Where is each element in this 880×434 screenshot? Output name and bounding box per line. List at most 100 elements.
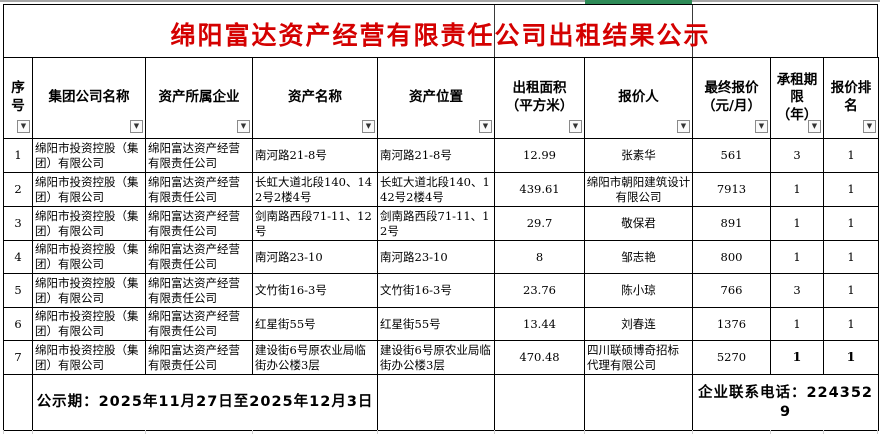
cell-group[interactable]: 绵阳市投资控股（集团）有限公司 bbox=[32, 138, 146, 173]
filter-dropdown-button[interactable]: ▼ bbox=[479, 120, 492, 133]
cell-location[interactable]: 红星街55号 bbox=[377, 307, 495, 341]
cell-owner[interactable]: 绵阳富达资产经营有限责任公司 bbox=[145, 240, 253, 274]
cell-term[interactable]: 1 bbox=[770, 307, 824, 341]
column-header-group[interactable]: 集团公司名称 ▼ bbox=[32, 57, 146, 139]
filter-dropdown-button[interactable]: ▼ bbox=[237, 120, 250, 133]
cell-rank[interactable]: 1 bbox=[823, 138, 879, 173]
cell-price[interactable]: 7913 bbox=[692, 172, 771, 207]
cell-group[interactable]: 绵阳市投资控股（集团）有限公司 bbox=[32, 340, 146, 375]
cell-rank[interactable]: 1 bbox=[823, 240, 879, 274]
cell-asset[interactable]: 长虹大道北段140、142号2楼4号 bbox=[252, 172, 378, 207]
cell-owner[interactable]: 绵阳富达资产经营有限责任公司 bbox=[145, 206, 253, 241]
title-cell[interactable]: 绵阳富达资产经营有限责任公司出租结果公示 bbox=[3, 4, 878, 57]
cell-rank[interactable]: 1 bbox=[823, 206, 879, 241]
filter-dropdown-button[interactable]: ▼ bbox=[863, 120, 876, 133]
cell-no[interactable]: 5 bbox=[3, 273, 33, 308]
cell-area[interactable]: 23.76 bbox=[494, 273, 585, 308]
cell-term[interactable]: 1 bbox=[770, 240, 824, 274]
cell-area[interactable]: 12.99 bbox=[494, 138, 585, 173]
cell-term[interactable]: 1 bbox=[770, 340, 824, 375]
column-header-index[interactable]: 序 号 ▼ bbox=[3, 57, 33, 139]
column-header-rank[interactable]: 报价排 名 ▼ bbox=[823, 57, 879, 139]
cell-no[interactable]: 2 bbox=[3, 172, 33, 207]
cell-asset[interactable]: 剑南路西段71-11、12号 bbox=[252, 206, 378, 241]
filter-dropdown-button[interactable]: ▼ bbox=[17, 120, 30, 133]
cell-asset[interactable]: 建设街6号原农业局临街办公楼3层 bbox=[252, 340, 378, 375]
cell-term[interactable]: 3 bbox=[770, 273, 824, 308]
column-header-bidder[interactable]: 报价人 ▼ bbox=[584, 57, 693, 139]
filter-dropdown-button[interactable]: ▼ bbox=[362, 120, 375, 133]
cell-group[interactable]: 绵阳市投资控股（集团）有限公司 bbox=[32, 172, 146, 207]
cell-bidder[interactable]: 刘春连 bbox=[584, 307, 693, 341]
cell-location[interactable]: 剑南路西段71-11、12号 bbox=[377, 206, 495, 241]
cell-bidder[interactable]: 陈小琼 bbox=[584, 273, 693, 308]
cell-area[interactable]: 29.7 bbox=[494, 206, 585, 241]
cell-location[interactable]: 建设街6号原农业局临街办公楼3层 bbox=[377, 340, 495, 375]
cell-area[interactable]: 439.61 bbox=[494, 172, 585, 207]
sheet-tab-indicator bbox=[585, 0, 692, 4]
cell-footer-empty[interactable] bbox=[377, 374, 495, 431]
cell-owner[interactable]: 绵阳富达资产经营有限责任公司 bbox=[145, 307, 253, 341]
filter-dropdown-button[interactable]: ▼ bbox=[808, 120, 821, 133]
cell-area[interactable]: 8 bbox=[494, 240, 585, 274]
cell-owner[interactable]: 绵阳富达资产经营有限责任公司 bbox=[145, 138, 253, 173]
cell-price[interactable]: 800 bbox=[692, 240, 771, 274]
cell-group[interactable]: 绵阳市投资控股（集团）有限公司 bbox=[32, 206, 146, 241]
cell-asset[interactable]: 南河路23-10 bbox=[252, 240, 378, 274]
column-header-owner[interactable]: 资产所属企业 ▼ bbox=[145, 57, 253, 139]
cell-price[interactable]: 561 bbox=[692, 138, 771, 173]
cell-bidder[interactable]: 四川联硕博奇招标代理有限公司 bbox=[584, 340, 693, 375]
cell-no[interactable]: 7 bbox=[3, 340, 33, 375]
cell-no[interactable]: 1 bbox=[3, 138, 33, 173]
column-header-location[interactable]: 资产位置 ▼ bbox=[377, 57, 495, 139]
cell-price[interactable]: 891 bbox=[692, 206, 771, 241]
cell-price[interactable]: 5270 bbox=[692, 340, 771, 375]
cell-owner[interactable]: 绵阳富达资产经营有限责任公司 bbox=[145, 273, 253, 308]
cell-term[interactable]: 3 bbox=[770, 138, 824, 173]
cell-no[interactable]: 4 bbox=[3, 240, 33, 274]
cell-bidder[interactable]: 敬保君 bbox=[584, 206, 693, 241]
cell-group[interactable]: 绵阳市投资控股（集团）有限公司 bbox=[32, 273, 146, 308]
cell-term[interactable]: 1 bbox=[770, 172, 824, 207]
cell-location[interactable]: 长虹大道北段140、142号2楼4号 bbox=[377, 172, 495, 207]
cell-bidder[interactable]: 绵阳市朝阳建筑设计有限公司 bbox=[584, 172, 693, 207]
column-header-price[interactable]: 最终报价 （元/月） ▼ bbox=[692, 57, 771, 139]
cell-rank[interactable]: 1 bbox=[823, 307, 879, 341]
cell-group[interactable]: 绵阳市投资控股（集团）有限公司 bbox=[32, 307, 146, 341]
cell-no[interactable]: 6 bbox=[3, 307, 33, 341]
cell-owner[interactable]: 绵阳富达资产经营有限责任公司 bbox=[145, 172, 253, 207]
cell-area[interactable]: 470.48 bbox=[494, 340, 585, 375]
cell-price[interactable]: 766 bbox=[692, 273, 771, 308]
cell-footer-empty[interactable] bbox=[3, 374, 33, 431]
cell-bidder[interactable]: 张素华 bbox=[584, 138, 693, 173]
filter-dropdown-button[interactable]: ▼ bbox=[569, 120, 582, 133]
cell-rank[interactable]: 1 bbox=[823, 273, 879, 308]
column-header-label: 出租面积 （平方米） bbox=[505, 80, 574, 114]
column-header-term[interactable]: 承租期 限 （年） ▼ bbox=[770, 57, 824, 139]
filter-dropdown-button[interactable]: ▼ bbox=[677, 120, 690, 133]
filter-dropdown-button[interactable]: ▼ bbox=[755, 120, 768, 133]
cell-rank[interactable]: 1 bbox=[823, 340, 879, 375]
column-header-asset[interactable]: 资产名称 ▼ bbox=[252, 57, 378, 139]
cell-asset[interactable]: 文竹街16-3号 bbox=[252, 273, 378, 308]
filter-dropdown-button[interactable]: ▼ bbox=[130, 120, 143, 133]
cell-asset[interactable]: 南河路21-8号 bbox=[252, 138, 378, 173]
cell-location[interactable]: 南河路23-10 bbox=[377, 240, 495, 274]
cell-price[interactable]: 1376 bbox=[692, 307, 771, 341]
cell-bidder[interactable]: 邹志艳 bbox=[584, 240, 693, 274]
cell-location[interactable]: 南河路21-8号 bbox=[377, 138, 495, 173]
contact-phone[interactable]: 企业联系电话：2243529 bbox=[692, 374, 879, 431]
cell-rank[interactable]: 1 bbox=[823, 172, 879, 207]
cell-owner[interactable]: 绵阳富达资产经营有限责任公司 bbox=[145, 340, 253, 375]
cell-area[interactable]: 13.44 bbox=[494, 307, 585, 341]
column-header-area[interactable]: 出租面积 （平方米） ▼ bbox=[494, 57, 585, 139]
cell-asset[interactable]: 红星街55号 bbox=[252, 307, 378, 341]
chevron-down-icon: ▼ bbox=[482, 122, 489, 130]
cell-no[interactable]: 3 bbox=[3, 206, 33, 241]
cell-footer-empty[interactable] bbox=[584, 374, 693, 431]
cell-location[interactable]: 文竹街16-3号 bbox=[377, 273, 495, 308]
publicity-period[interactable]: 公示期：2025年11月27日至2025年12月3日 bbox=[32, 374, 378, 431]
cell-group[interactable]: 绵阳市投资控股（集团）有限公司 bbox=[32, 240, 146, 274]
cell-footer-empty[interactable] bbox=[494, 374, 585, 431]
cell-term[interactable]: 1 bbox=[770, 206, 824, 241]
